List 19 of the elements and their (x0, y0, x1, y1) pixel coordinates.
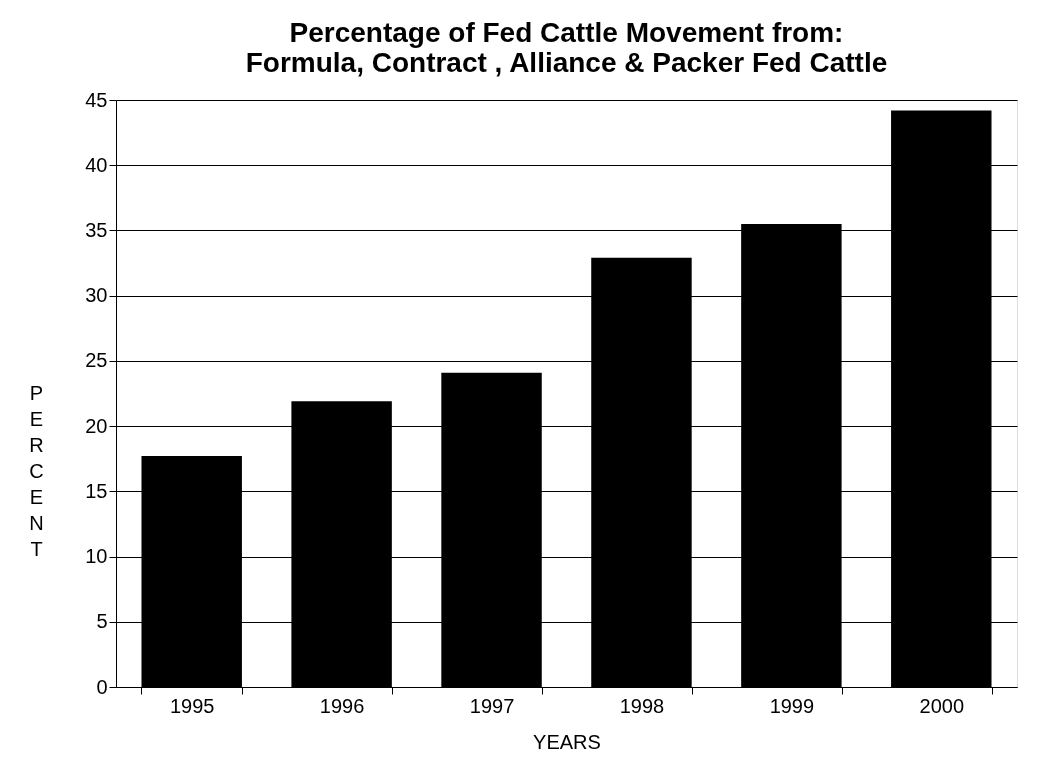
y-axis-title: PERCENT (29, 381, 44, 560)
y-tick-label: 15 (85, 479, 108, 502)
chart-title: Percentage of Fed Cattle Movement from: Formula, Contract , Alliance & Packer Fed Cattle (245, 17, 888, 78)
y-tick-label: 45 (85, 88, 108, 111)
x-tick-label: 1999 (769, 694, 815, 717)
y-tick-label: 0 (96, 675, 108, 698)
y-tick-label: 40 (85, 153, 108, 176)
x-tick-label: 1995 (169, 694, 215, 717)
y-tick-label: 30 (85, 284, 108, 307)
y-tick-label: 10 (85, 545, 108, 568)
y-tick-label: 20 (85, 414, 108, 437)
y-tick-label: 5 (96, 610, 108, 633)
y-tick-label: 35 (85, 218, 108, 241)
x-tick-label: 1998 (619, 694, 665, 717)
x-axis-title: YEARS (533, 730, 601, 753)
x-tick-label: 2000 (919, 694, 965, 717)
x-tick-label: 1996 (319, 694, 365, 717)
y-tick-label: 25 (85, 349, 108, 372)
x-tick-label: 1997 (469, 694, 515, 717)
